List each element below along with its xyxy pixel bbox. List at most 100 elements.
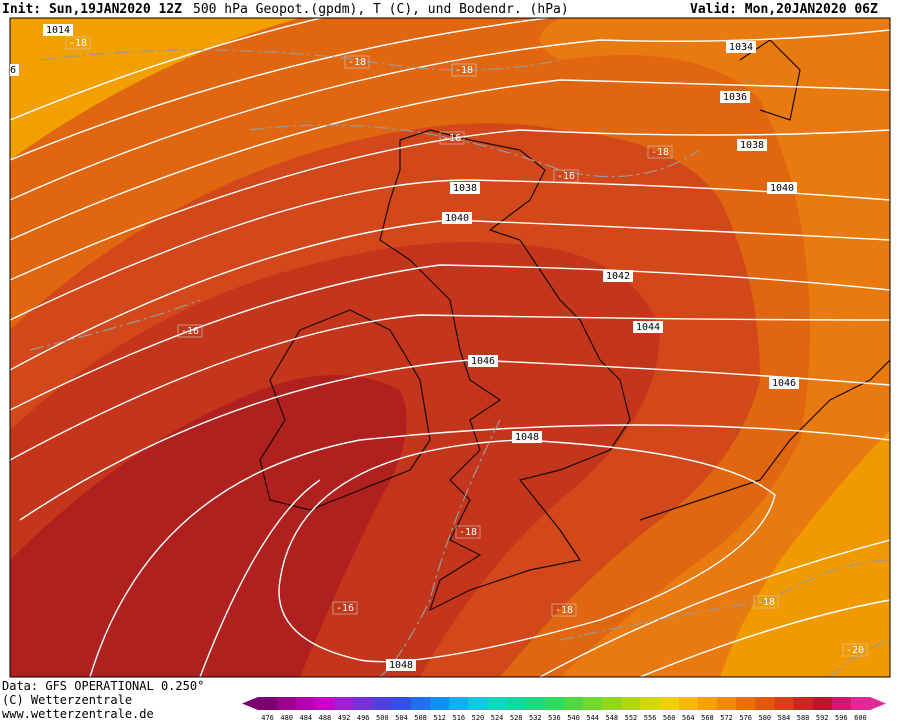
- temperature-label: -16: [557, 171, 575, 182]
- colorbar-label: 564: [682, 714, 695, 722]
- temperature-label-box: [439, 131, 465, 145]
- colorbar-label: 484: [299, 714, 312, 722]
- colorbar-label: 512: [433, 714, 446, 722]
- map: [10, 18, 890, 677]
- temperature-label-box: [455, 525, 481, 539]
- colorbar-swatch: [430, 697, 450, 710]
- isobar-label-box: [10, 64, 19, 76]
- colorbar-swatch: [449, 697, 469, 710]
- colorbar-label: 492: [338, 714, 351, 722]
- valid-time: Valid: Mon,20JAN2020 06Z: [690, 2, 878, 17]
- temperature-label: -20: [846, 645, 864, 656]
- isobar-label-box: [726, 41, 756, 53]
- colorbar-swatch: [487, 697, 508, 710]
- isobar-label: 1048: [515, 432, 539, 443]
- colorbar-swatch: [621, 697, 641, 710]
- copyright: (C) Wetterzentrale: [2, 693, 132, 707]
- isobar-label: 1038: [740, 140, 764, 151]
- colorbar-swatch: [296, 697, 316, 710]
- colorbar-label: 568: [701, 714, 714, 722]
- isobar-label: 1038: [453, 183, 477, 194]
- isobar-label: 1048: [389, 660, 413, 671]
- isobar-label: 1034: [729, 42, 753, 53]
- colorbar-label: 504: [395, 714, 408, 722]
- colorbar-swatch: [258, 697, 278, 710]
- colorbar-swatch: [277, 697, 297, 710]
- colorbar-swatch: [372, 697, 393, 710]
- temperature-label-box: [553, 169, 579, 183]
- data-source: Data: GFS OPERATIONAL 0.250°: [2, 679, 204, 693]
- map-frame: [9, 17, 891, 678]
- colorbar-label: 580: [758, 714, 771, 722]
- isobar-label: 1040: [770, 183, 794, 194]
- temperature-label: -18: [757, 597, 775, 608]
- colorbar-label: 596: [835, 714, 848, 722]
- temperature-label: -18: [348, 57, 366, 68]
- colorbar-label: 520: [472, 714, 485, 722]
- temperature-label: -18: [555, 605, 573, 616]
- colorbar-swatch: [391, 697, 412, 710]
- temperature-label-box: [344, 55, 370, 69]
- temperature-label-box: [332, 601, 358, 615]
- isobar-label-box: [43, 24, 73, 36]
- isobar-label-box: [450, 182, 480, 194]
- isobar-label-box: [603, 270, 633, 282]
- colorbar-swatch: [506, 697, 527, 710]
- colorbar-swatch: [850, 697, 871, 710]
- colorbar-swatch: [678, 697, 699, 710]
- colorbar-swatch: [468, 697, 488, 710]
- temperature-label-box: [753, 595, 779, 609]
- colorbar-label: 480: [280, 714, 293, 722]
- colorbar-label: 552: [625, 714, 638, 722]
- colorbar-label: 544: [586, 714, 599, 722]
- colorbar-swatch: [755, 697, 775, 710]
- isobar-label: 1046: [471, 356, 495, 367]
- temperature-label-box: [647, 145, 673, 159]
- colorbar-swatch: [717, 697, 737, 710]
- colorbar-swatch: [583, 697, 603, 710]
- colorbar-label: 560: [663, 714, 676, 722]
- colorbar-swatch: [411, 697, 431, 710]
- colorbar-label: 496: [357, 714, 370, 722]
- colorbar-label: 500: [376, 714, 389, 722]
- colorbar-swatch: [334, 697, 355, 710]
- isobar-label: 1036: [723, 92, 747, 103]
- isobars: [10, 18, 890, 677]
- temperature-label-box: [842, 643, 868, 657]
- isobar-label: 1016: [0, 65, 16, 76]
- colorbar-label: 532: [529, 714, 542, 722]
- colorbar-swatch: [774, 697, 794, 710]
- temperature-label: -16: [443, 133, 461, 144]
- colorbar-label: 556: [644, 714, 657, 722]
- colorbar-swatch: [831, 697, 852, 710]
- colorbar-swatch: [812, 697, 833, 710]
- isobar-label: 1042: [606, 271, 630, 282]
- field-band: [10, 375, 407, 677]
- colorbar-swatch: [315, 697, 335, 710]
- isobar-label-box: [720, 91, 750, 103]
- website: www.wetterzentrale.de: [2, 707, 154, 721]
- temperature-label: -16: [181, 326, 199, 337]
- temperature-label-box: [65, 36, 91, 50]
- colorbar-label: 592: [816, 714, 829, 722]
- isobar-label-box: [512, 431, 542, 443]
- colorbar-label: 600: [854, 714, 867, 722]
- isobar-label-box: [442, 212, 472, 224]
- temperature-label: -18: [651, 147, 669, 158]
- isobar-label: 1040: [445, 213, 469, 224]
- temperature-label: -18: [455, 65, 473, 76]
- temperature-label: -16: [336, 603, 354, 614]
- colorbar-label: 488: [319, 714, 332, 722]
- map-labels: 1014 1016 1034 1036 1038 1038 1040 1040 1042 1044…: [0, 24, 868, 671]
- colorbar-label: 516: [452, 714, 465, 722]
- colorbar-label: 572: [720, 714, 733, 722]
- colorbar-label: 524: [491, 714, 504, 722]
- colorbar-label: 584: [778, 714, 791, 722]
- colorbar-swatch: [659, 697, 680, 710]
- colorbar-swatch: [697, 697, 718, 710]
- colorbar-swatch: [602, 697, 622, 710]
- isobar-label-box: [386, 659, 416, 671]
- colorbar-label: 476: [261, 714, 274, 722]
- isobar-label: 1044: [636, 322, 660, 333]
- colorbar-label: 576: [739, 714, 752, 722]
